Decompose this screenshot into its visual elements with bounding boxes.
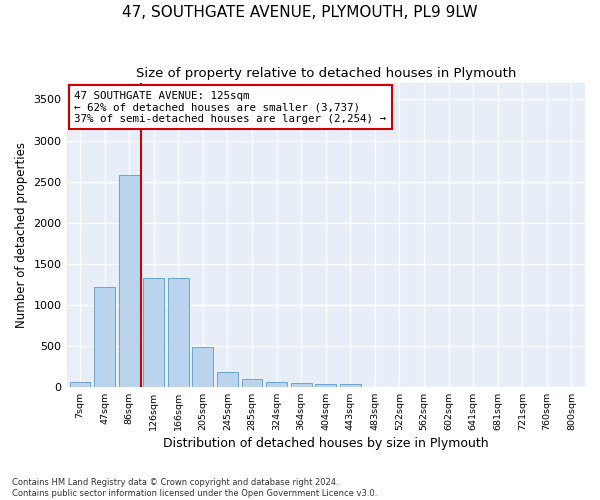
Bar	[143, 278, 164, 387]
Title: Size of property relative to detached houses in Plymouth: Size of property relative to detached ho…	[136, 68, 516, 80]
Text: 47 SOUTHGATE AVENUE: 125sqm
← 62% of detached houses are smaller (3,737)
37% of : 47 SOUTHGATE AVENUE: 125sqm ← 62% of det…	[74, 90, 386, 124]
Bar	[217, 372, 238, 387]
Text: Contains HM Land Registry data © Crown copyright and database right 2024.
Contai: Contains HM Land Registry data © Crown c…	[12, 478, 377, 498]
X-axis label: Distribution of detached houses by size in Plymouth: Distribution of detached houses by size …	[163, 437, 488, 450]
Bar	[94, 288, 115, 387]
Bar	[291, 382, 311, 387]
Bar	[119, 175, 140, 387]
Bar	[168, 278, 189, 387]
Bar	[242, 379, 262, 387]
Bar	[193, 346, 214, 387]
Bar	[340, 384, 361, 387]
Y-axis label: Number of detached properties: Number of detached properties	[15, 142, 28, 328]
Bar	[70, 382, 91, 387]
Bar	[316, 384, 336, 387]
Text: 47, SOUTHGATE AVENUE, PLYMOUTH, PL9 9LW: 47, SOUTHGATE AVENUE, PLYMOUTH, PL9 9LW	[122, 5, 478, 20]
Bar	[266, 382, 287, 387]
